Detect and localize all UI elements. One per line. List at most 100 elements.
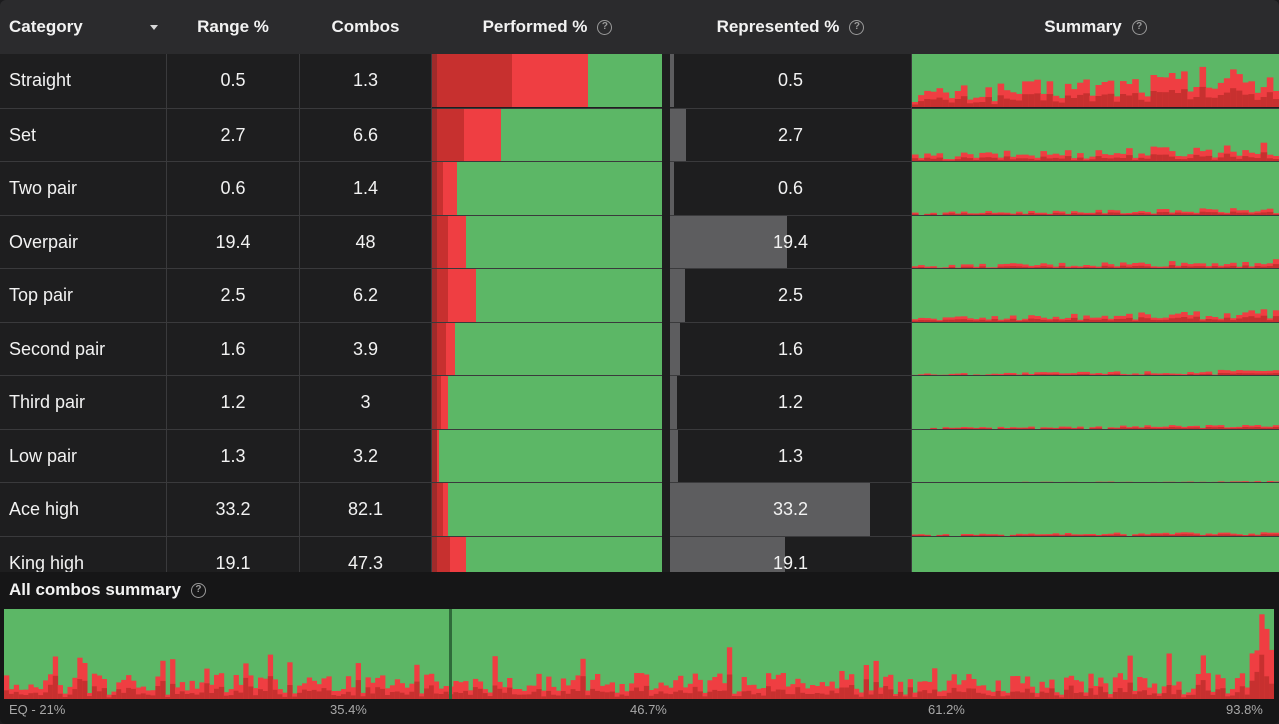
table-row[interactable]: Overpair 19.4 48 19.4 [0,214,1279,269]
summary-bar-mark [991,212,999,215]
equity-bar-mark-dark [805,694,811,699]
summary-bar-mark-dark [1113,212,1121,215]
summary-bar-mark [1181,532,1188,536]
summary-chart[interactable] [912,483,1279,536]
equity-bar-mark [96,675,103,699]
equity-bar-mark-dark [8,693,15,699]
all-combos-equity-chart[interactable] [4,609,1274,699]
category-column-header[interactable]: Category [9,0,166,54]
summary-bar-mark [1077,319,1084,322]
equity-bar-mark-dark [311,689,317,699]
performed-bar[interactable] [432,322,662,376]
equity-bar-mark-dark [380,688,386,699]
table-row[interactable]: Set 2.7 6.6 2.7 [0,107,1279,162]
summary-chart[interactable] [912,162,1279,215]
equity-bar-mark [639,673,645,699]
represented-cell[interactable]: 1.3 [670,429,911,483]
summary-chart[interactable] [912,536,1279,572]
represented-cell[interactable]: 33.2 [670,483,911,536]
summary-bar-mark-dark [1138,534,1145,536]
represented-cell[interactable]: 2.5 [670,269,911,322]
summary-chart[interactable] [912,54,1279,107]
summary-bar-mark-dark [1003,265,1011,269]
summary-chart[interactable] [912,322,1279,376]
summary-bar-mark-dark [1107,373,1115,376]
table-row[interactable]: Low pair 1.3 3.2 1.3 [0,428,1279,483]
represented-cell[interactable]: 1.6 [670,322,911,376]
table-row[interactable]: Ace high 33.2 82.1 33.2 [0,482,1279,536]
summary-chart[interactable] [912,108,1279,162]
equity-bar-mark-dark [883,686,889,699]
equity-bar-mark-dark [1059,697,1065,699]
summary-bar-mark-dark [973,267,980,269]
performed-bar[interactable] [432,536,662,572]
equity-bar-mark-dark [189,693,195,699]
performed-bar[interactable] [432,483,662,536]
table-row[interactable]: King high 19.1 47.3 19.1 [0,535,1279,572]
summary-header-label: Summary [1044,17,1122,36]
equity-bar-mark-dark [599,691,606,699]
summary-bar-mark [1236,534,1243,536]
equity-bar-mark [1127,655,1133,699]
equity-bar-mark-dark [1005,695,1011,699]
summary-chart[interactable] [912,215,1279,269]
summary-bar-mark [1138,373,1145,376]
table-row[interactable]: Third pair 1.2 3 1.2 [0,375,1279,429]
equity-bar-mark-dark [634,687,640,699]
performed-bar[interactable] [432,108,662,162]
summary-bar-mark [1016,211,1023,215]
performed-column-header[interactable]: Performed % ? [432,0,663,54]
summary-bar-mark [1022,534,1029,536]
equity-bar-mark [770,679,777,699]
equity-bar-mark-dark [1220,688,1226,699]
performed-bar[interactable] [432,376,662,429]
summary-bar-mark-dark [1095,319,1103,322]
equity-bar-mark-dark [345,691,352,699]
summary-bar-mark-dark [1132,320,1139,322]
represented-cell[interactable]: 2.7 [670,108,911,162]
question-circle-icon[interactable]: ? [849,19,865,35]
represented-cell[interactable]: 0.5 [670,54,911,107]
represented-cell[interactable]: 19.4 [670,215,911,269]
summary-bar-mark-dark [1107,157,1115,162]
summary-bar-mark-dark [1248,94,1255,107]
represented-cell[interactable]: 0.6 [670,162,911,215]
question-circle-icon[interactable]: ? [597,19,613,35]
equity-bar-mark [458,682,464,699]
question-circle-icon[interactable]: ? [190,582,206,598]
table-row[interactable]: Second pair 1.6 3.9 1.6 [0,321,1279,376]
performed-bar[interactable] [432,429,662,483]
represented-cell[interactable]: 19.1 [670,536,911,572]
equity-bar-mark [1107,694,1114,699]
represented-column-header[interactable]: Represented % ? [670,0,911,54]
equity-bar-mark [170,659,176,699]
table-row[interactable]: Top pair 2.5 6.2 2.5 [0,268,1279,322]
equity-bar-mark [433,681,440,699]
performed-bar[interactable] [432,54,662,107]
summary-bar-mark-dark [1077,373,1084,376]
table-row[interactable]: Straight 0.5 1.3 0.5 [0,54,1279,107]
performed-bar[interactable] [432,215,662,269]
summary-bar-mark [1162,372,1170,376]
summary-bar-mark-dark [1254,265,1262,269]
equity-bar-mark-dark [375,687,381,699]
summary-bar-mark [1230,69,1237,107]
performed-bar[interactable] [432,162,662,215]
chevron-down-icon[interactable] [150,24,158,30]
table-row[interactable]: Two pair 0.6 1.4 0.6 [0,161,1279,215]
summary-bar-mark-dark [1095,267,1103,269]
summary-bar-mark-dark [1187,373,1194,376]
equity-bar-mark [194,688,200,699]
summary-chart[interactable] [912,269,1279,322]
equity-bar-mark [946,680,952,699]
summary-chart[interactable] [912,376,1279,429]
represented-cell[interactable]: 1.2 [670,376,911,429]
performed-bar[interactable] [432,269,662,322]
summary-bar-mark-dark [1156,154,1164,162]
summary-chart[interactable] [912,429,1279,483]
summary-bar-mark-dark [1089,213,1096,215]
summary-column-header[interactable]: Summary ? [912,0,1279,54]
range-column-header[interactable]: Range % [167,0,299,54]
combos-column-header[interactable]: Combos [300,0,431,54]
question-circle-icon[interactable]: ? [1131,19,1147,35]
